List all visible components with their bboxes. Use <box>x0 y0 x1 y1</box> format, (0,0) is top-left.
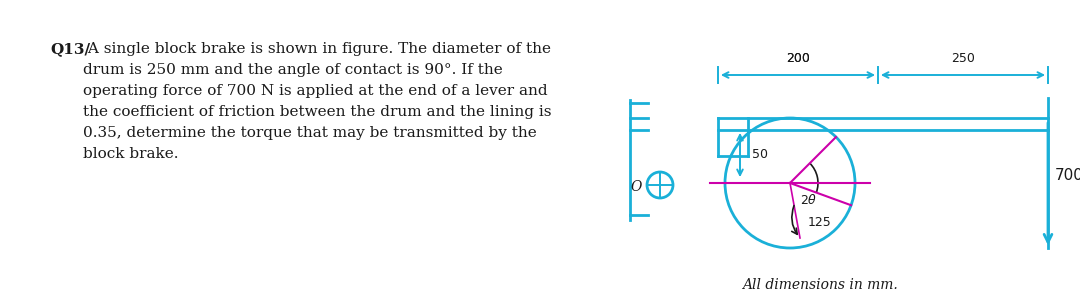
Text: 125: 125 <box>808 216 832 229</box>
Text: $2\theta$: $2\theta$ <box>800 193 818 207</box>
Text: 200: 200 <box>786 52 810 65</box>
Text: block brake.: block brake. <box>83 147 178 161</box>
Text: 700N: 700N <box>1055 168 1080 183</box>
Text: 200: 200 <box>786 52 810 65</box>
Text: operating force of 700 N is applied at the end of a lever and: operating force of 700 N is applied at t… <box>83 84 548 98</box>
Text: O: O <box>631 180 642 194</box>
Text: the coefficient of friction between the drum and the lining is: the coefficient of friction between the … <box>83 105 552 119</box>
Text: A single block brake is shown in figure. The diameter of the: A single block brake is shown in figure.… <box>83 42 551 56</box>
Text: 250: 250 <box>951 52 975 65</box>
Text: Q13/: Q13/ <box>50 42 90 56</box>
Text: 0.35, determine the torque that may be transmitted by the: 0.35, determine the torque that may be t… <box>83 126 537 140</box>
Text: All dimensions in mm.: All dimensions in mm. <box>742 278 897 292</box>
Text: drum is 250 mm and the angle of contact is 90°. If the: drum is 250 mm and the angle of contact … <box>83 63 503 77</box>
Text: 50: 50 <box>752 148 768 161</box>
